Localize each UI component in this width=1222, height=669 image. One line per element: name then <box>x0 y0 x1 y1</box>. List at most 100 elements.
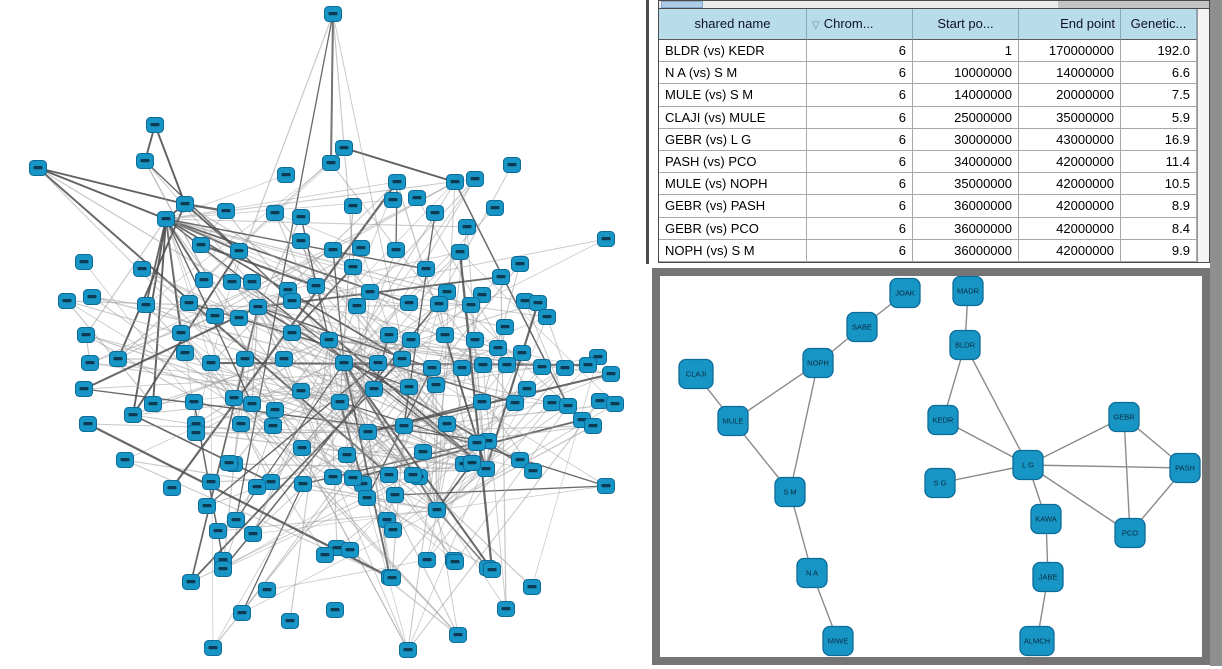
network-node[interactable] <box>220 455 238 471</box>
network-node[interactable] <box>579 357 597 373</box>
network-node[interactable] <box>341 542 359 558</box>
network-node[interactable] <box>451 244 469 260</box>
network-node-joak[interactable]: JOAK <box>889 277 921 309</box>
network-node[interactable] <box>202 474 220 490</box>
network-node[interactable] <box>109 351 127 367</box>
network-node[interactable] <box>538 309 556 325</box>
network-node[interactable] <box>387 242 405 258</box>
network-node[interactable] <box>369 355 387 371</box>
network-node[interactable] <box>597 478 615 494</box>
network-node-miwe[interactable]: MIWE <box>822 625 854 657</box>
network-node[interactable] <box>79 416 97 432</box>
network-node[interactable] <box>518 381 536 397</box>
network-node-kedr[interactable]: KEDR <box>927 404 959 436</box>
table-row[interactable]: PASH (vs) PCO 6 34000000 42000000 11.4 <box>659 150 1197 174</box>
network-node[interactable] <box>230 310 248 326</box>
network-node[interactable] <box>386 487 404 503</box>
network-node-gebr[interactable]: GEBR <box>1108 401 1140 433</box>
network-node-jabe[interactable]: JABE <box>1032 561 1064 593</box>
network-node[interactable] <box>503 157 521 173</box>
network-node[interactable] <box>438 416 456 432</box>
network-node[interactable] <box>293 440 311 456</box>
network-node[interactable] <box>462 297 480 313</box>
network-node[interactable] <box>348 298 366 314</box>
network-node[interactable] <box>463 455 481 471</box>
network-node[interactable] <box>423 360 441 376</box>
network-node[interactable] <box>320 332 338 348</box>
network-node[interactable] <box>591 393 609 409</box>
network-node[interactable] <box>144 396 162 412</box>
network-node[interactable] <box>292 383 310 399</box>
network-node[interactable] <box>292 233 310 249</box>
network-node[interactable] <box>324 469 342 485</box>
network-node[interactable] <box>124 407 142 423</box>
network-node[interactable] <box>523 579 541 595</box>
network-node[interactable] <box>225 390 243 406</box>
network-node[interactable] <box>380 467 398 483</box>
network-node[interactable] <box>606 396 624 412</box>
network-node[interactable] <box>559 398 577 414</box>
filter-icon[interactable]: ▽ <box>812 20 820 31</box>
network-node-madr[interactable]: MADR <box>952 276 984 307</box>
network-node-almch[interactable]: ALMCH <box>1019 625 1055 657</box>
network-node[interactable] <box>414 444 432 460</box>
network-node[interactable] <box>384 522 402 538</box>
network-node[interactable] <box>361 284 379 300</box>
table-row[interactable]: CLAJI (vs) MULE 6 25000000 35000000 5.9 <box>659 106 1197 129</box>
column-header-endpoint[interactable]: End point <box>1019 9 1121 40</box>
network-node[interactable] <box>498 357 516 373</box>
network-node[interactable] <box>365 381 383 397</box>
network-node[interactable] <box>322 155 340 171</box>
network-node[interactable] <box>283 325 301 341</box>
network-node[interactable] <box>233 605 251 621</box>
network-node[interactable] <box>185 394 203 410</box>
network-node[interactable] <box>497 601 515 617</box>
network-node[interactable] <box>404 467 422 483</box>
network-node[interactable] <box>236 351 254 367</box>
network-node[interactable] <box>335 355 353 371</box>
table-row[interactable]: MULE (vs) NOPH 6 35000000 42000000 10.5 <box>659 173 1197 196</box>
table-row[interactable]: GEBR (vs) PCO 6 36000000 42000000 8.4 <box>659 217 1197 240</box>
network-node[interactable] <box>198 498 216 514</box>
table-row[interactable]: GEBR (vs) PASH 6 36000000 42000000 8.9 <box>659 195 1197 218</box>
network-node[interactable] <box>529 295 547 311</box>
network-node[interactable] <box>243 396 261 412</box>
network-node[interactable] <box>202 355 220 371</box>
network-node[interactable] <box>352 240 370 256</box>
network-node-pco[interactable]: PCO <box>1114 517 1146 549</box>
network-node[interactable] <box>358 490 376 506</box>
network-node-lg[interactable]: L G <box>1012 449 1044 481</box>
network-node[interactable] <box>473 394 491 410</box>
network-node[interactable] <box>496 319 514 335</box>
network-node[interactable] <box>192 237 210 253</box>
network-node-noph[interactable]: NOPH <box>802 347 834 379</box>
network-node[interactable] <box>75 254 93 270</box>
network-node[interactable] <box>176 196 194 212</box>
network-node[interactable] <box>195 272 213 288</box>
network-node[interactable] <box>556 360 574 376</box>
network-node[interactable] <box>446 554 464 570</box>
network-node[interactable] <box>29 160 47 176</box>
network-node[interactable] <box>427 377 445 393</box>
network-node[interactable] <box>468 435 486 451</box>
network-node[interactable] <box>359 424 377 440</box>
network-node[interactable] <box>513 345 531 361</box>
network-node[interactable] <box>248 479 266 495</box>
network-node[interactable] <box>402 332 420 348</box>
network-node[interactable] <box>584 418 602 434</box>
network-node[interactable] <box>146 117 164 133</box>
network-node[interactable] <box>281 613 299 629</box>
network-node[interactable] <box>388 174 406 190</box>
network-node[interactable] <box>230 243 248 259</box>
table-row[interactable]: GEBR (vs) L G 6 30000000 43000000 16.9 <box>659 128 1197 151</box>
network-node[interactable] <box>133 261 151 277</box>
network-node[interactable] <box>227 512 245 528</box>
network-node[interactable] <box>75 381 93 397</box>
network-node-sg[interactable]: S G <box>924 467 956 499</box>
column-header-sharedname[interactable]: shared name <box>659 9 807 40</box>
network-node-mule[interactable]: MULE <box>717 405 749 437</box>
main-network-view[interactable] <box>0 0 652 669</box>
network-node-bldr[interactable]: BLDR <box>949 329 981 361</box>
network-node[interactable] <box>453 360 471 376</box>
network-node[interactable] <box>324 242 342 258</box>
